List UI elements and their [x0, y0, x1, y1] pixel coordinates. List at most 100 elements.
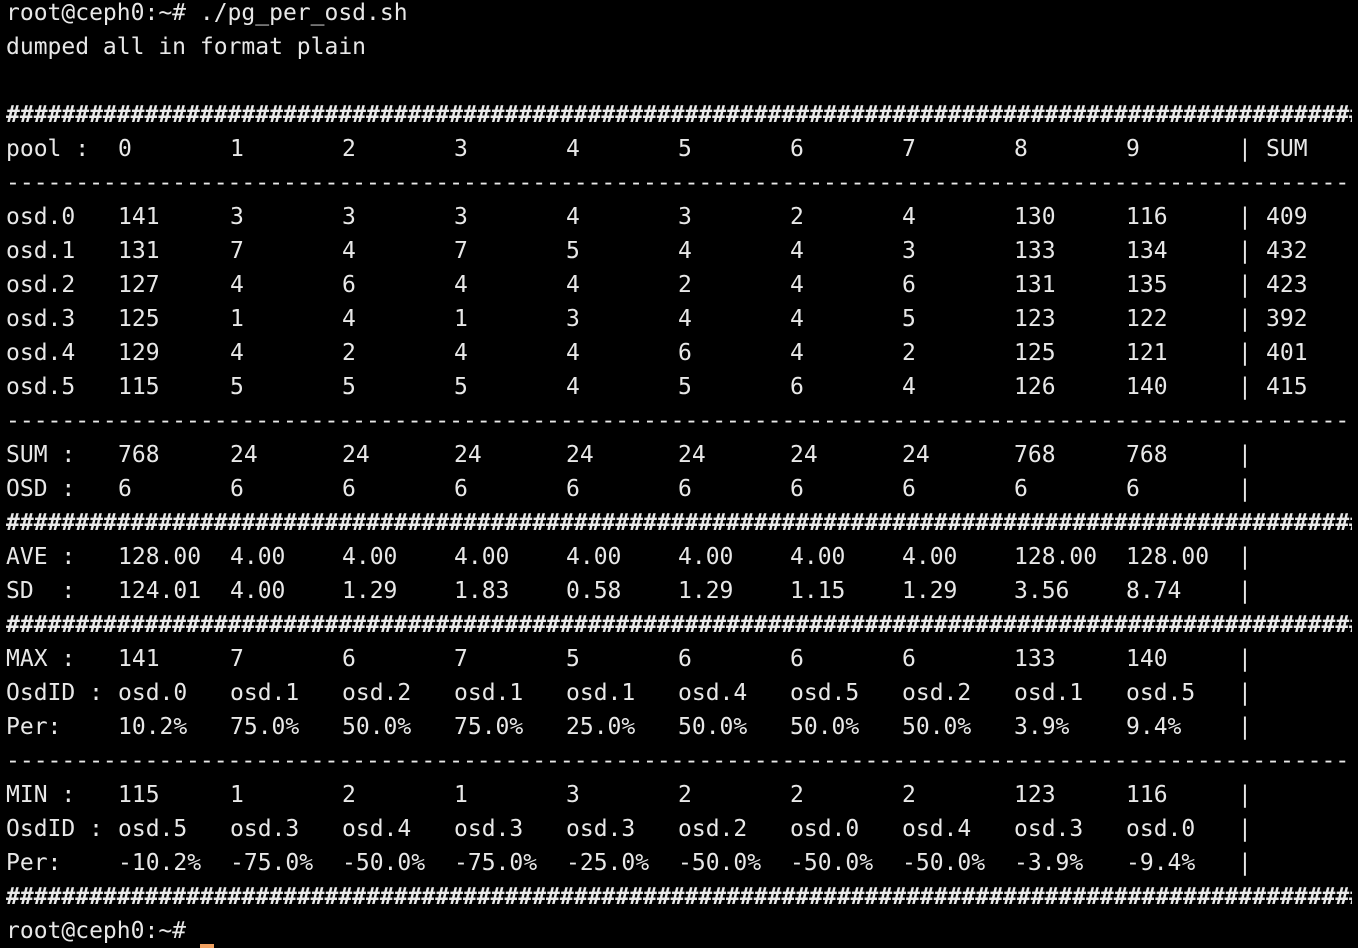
table-cell: 7 [454, 238, 468, 264]
table-cell: 4 [230, 272, 244, 298]
table-cell: 3 [342, 204, 356, 230]
table-cell: osd.3 [230, 816, 300, 842]
row-label: osd.3 [6, 306, 76, 332]
table-cell: 131 [118, 238, 160, 264]
table-cell: 140 [1126, 646, 1168, 672]
table-cell: 6 [678, 646, 692, 672]
table-cell: 126 [1014, 374, 1056, 400]
table-cell: 1 [230, 136, 244, 162]
table-cell: 5 [566, 646, 580, 672]
table-cell: 4.00 [678, 544, 734, 570]
table-cell: 116 [1126, 782, 1168, 808]
table-cell: 1.29 [342, 578, 398, 604]
table-cell: osd.5 [790, 680, 860, 706]
column-separator: | [1238, 306, 1252, 332]
table-cell: osd.0 [1126, 816, 1196, 842]
table-cell: 123 [1014, 782, 1056, 808]
table-cell: 134 [1126, 238, 1168, 264]
row-label: OsdID : [6, 680, 103, 706]
table-cell: 7 [902, 136, 916, 162]
hash-rule: ########################################… [6, 612, 1352, 638]
row-label: MAX : [6, 646, 76, 672]
table-cell: 24 [566, 442, 594, 468]
table-cell: 1 [454, 782, 468, 808]
table-cell: -50.0% [790, 850, 874, 876]
table-cell: 6 [454, 476, 468, 502]
hash-rule: ########################################… [6, 102, 1352, 128]
table-cell: 24 [790, 442, 818, 468]
table-cell: 768 [118, 442, 160, 468]
table-cell: osd.2 [342, 680, 412, 706]
table-cell: 6 [902, 272, 916, 298]
row-label: MIN : [6, 782, 76, 808]
table-cell: -9.4% [1126, 850, 1196, 876]
table-cell: 6 [342, 476, 356, 502]
table-cell: 127 [118, 272, 160, 298]
table-cell: 24 [678, 442, 706, 468]
table-cell: 128.00 [1014, 544, 1098, 570]
table-cell: 128.00 [1126, 544, 1210, 570]
table-cell: 2 [342, 340, 356, 366]
text-cursor [200, 944, 215, 948]
column-separator: | [1238, 680, 1252, 706]
table-cell: 8 [1014, 136, 1028, 162]
table-cell: 24 [342, 442, 370, 468]
table-cell: -3.9% [1014, 850, 1084, 876]
table-cell: 4.00 [566, 544, 622, 570]
column-separator: | [1238, 544, 1252, 570]
table-cell: 0.58 [566, 578, 622, 604]
row-label: OSD : [6, 476, 76, 502]
table-cell: 2 [902, 782, 916, 808]
table-cell: 10.2% [118, 714, 188, 740]
table-cell: 6 [1014, 476, 1028, 502]
table-cell: 1 [454, 306, 468, 332]
table-cell: 3 [454, 204, 468, 230]
table-cell: osd.5 [1126, 680, 1196, 706]
table-cell: 3 [678, 204, 692, 230]
column-separator: | [1238, 238, 1252, 264]
table-cell: -50.0% [902, 850, 986, 876]
table-cell: 5 [566, 238, 580, 264]
table-row: osd.0 141 3 3 3 4 3 2 4 130 116 | 409 [6, 204, 1358, 238]
table-cell: 122 [1126, 306, 1168, 332]
table-cell: 50.0% [678, 714, 748, 740]
blank-line [6, 68, 1358, 102]
table-cell: 129 [118, 340, 160, 366]
row-label: pool : [6, 136, 90, 162]
table-cell: 768 [1014, 442, 1056, 468]
row-sum: 392 [1266, 306, 1308, 332]
table-cell: 4 [678, 306, 692, 332]
table-cell: 4 [230, 340, 244, 366]
table-header-row: pool : 0 1 2 3 4 5 6 7 8 9 | SUM [6, 136, 1358, 170]
min-percent-row: Per: -10.2% -75.0% -50.0% -75.0% -25.0% -50.0%… [6, 850, 1358, 884]
table-cell: 4 [790, 306, 804, 332]
row-label: osd.0 [6, 204, 76, 230]
row-sum: 401 [1266, 340, 1308, 366]
table-cell: osd.1 [230, 680, 300, 706]
table-row: osd.3 125 1 4 1 3 4 4 5 123 122 | 392 [6, 306, 1358, 340]
table-cell: 4.00 [230, 578, 286, 604]
table-row: osd.1 131 7 4 7 5 4 4 3 133 134 | 432 [6, 238, 1358, 272]
column-separator: | [1238, 340, 1252, 366]
table-cell: 50.0% [790, 714, 860, 740]
prompt-line[interactable]: root@ceph0:~# [6, 918, 1358, 948]
table-cell: 135 [1126, 272, 1168, 298]
min-osdid-row: OsdID : osd.5 osd.3 osd.4 osd.3 osd.3 osd.2 osd… [6, 816, 1358, 850]
table-cell: 6 [230, 476, 244, 502]
table-cell: 4 [454, 340, 468, 366]
table-cell: osd.3 [454, 816, 524, 842]
table-cell: 768 [1126, 442, 1168, 468]
table-cell: 6 [678, 476, 692, 502]
table-cell: osd.5 [118, 816, 188, 842]
table-cell: 9.4% [1126, 714, 1182, 740]
hash-rule: ########################################… [6, 884, 1352, 910]
table-cell: osd.0 [790, 816, 860, 842]
column-separator: | [1238, 374, 1252, 400]
table-cell: 3 [454, 136, 468, 162]
table-cell: 4 [566, 204, 580, 230]
table-cell: 5 [902, 306, 916, 332]
table-cell: 4 [566, 136, 580, 162]
row-sum: 415 [1266, 374, 1308, 400]
table-cell: 130 [1014, 204, 1056, 230]
